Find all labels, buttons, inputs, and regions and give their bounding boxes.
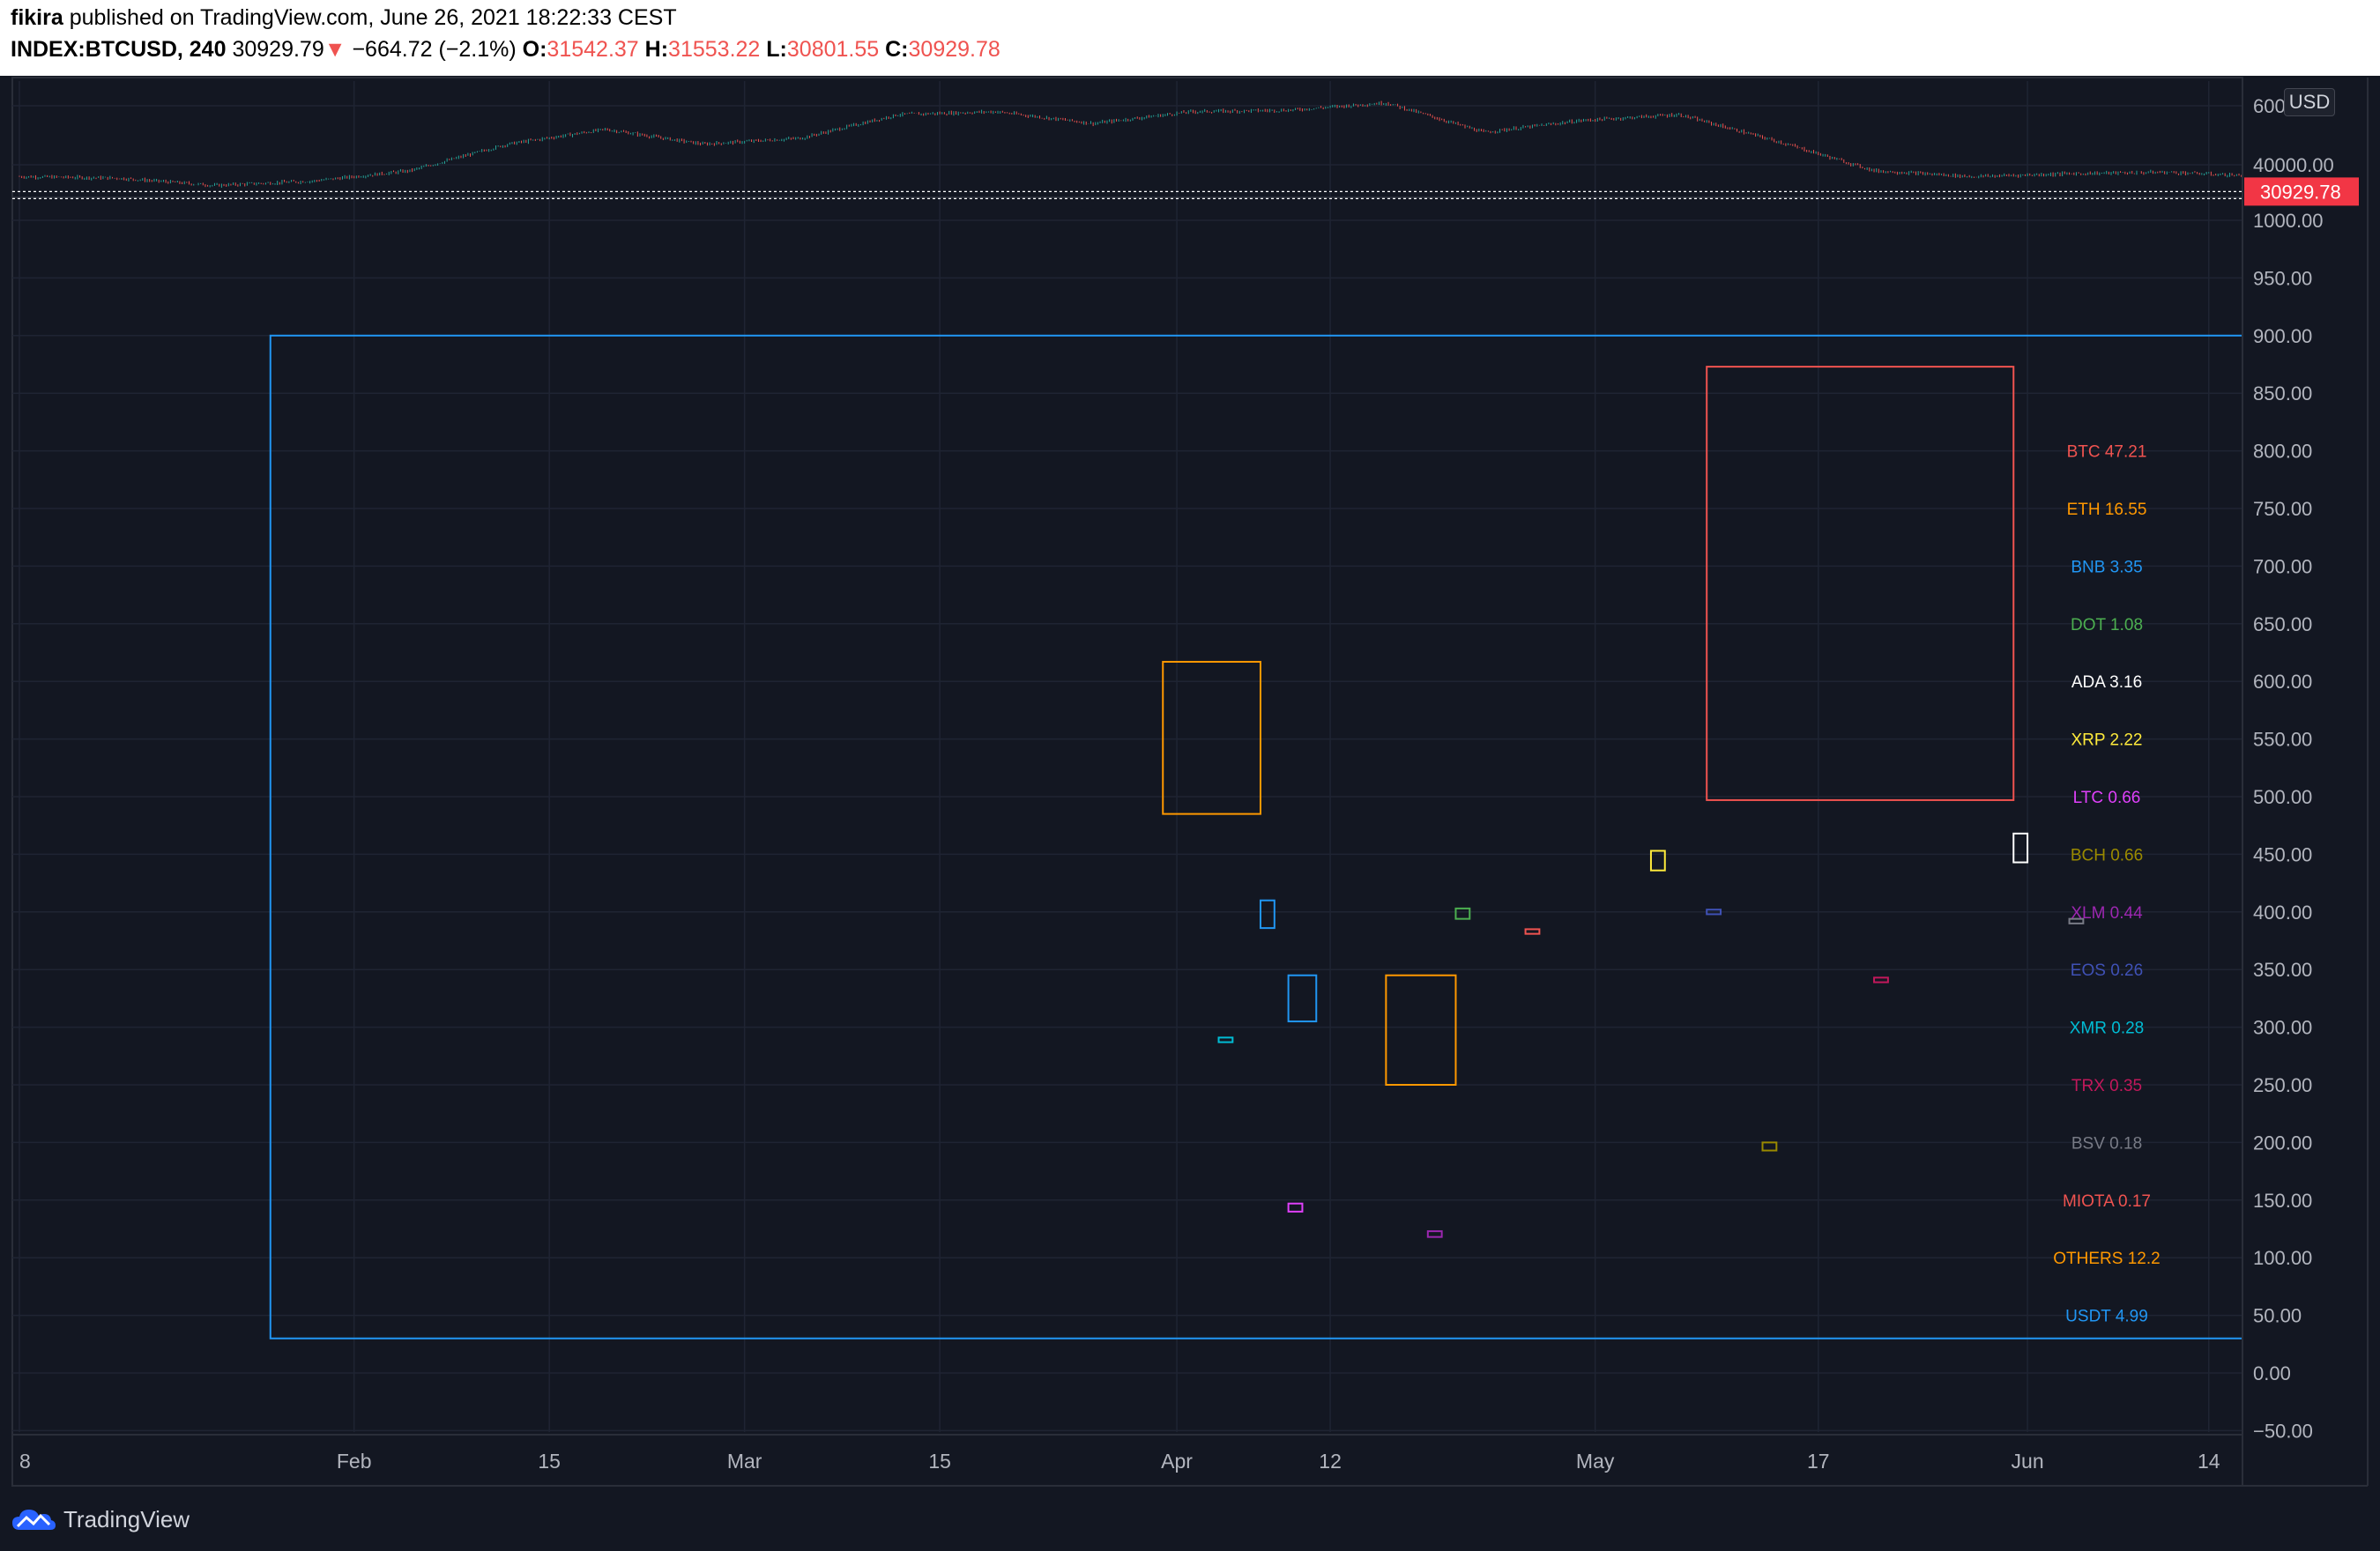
box-usdt[interactable] bbox=[1287, 974, 1318, 1023]
chart-border bbox=[11, 77, 2243, 1487]
y-tick-label: 300.00 bbox=[2253, 1017, 2312, 1039]
high-label: H: bbox=[644, 37, 669, 62]
y-tick-label: 900.00 bbox=[2253, 325, 2312, 347]
grid-lines bbox=[12, 81, 2242, 1432]
legend-label: ETH 16.55 bbox=[2067, 501, 2147, 519]
y-tick-label: −50.00 bbox=[2253, 1420, 2313, 1442]
box-trx[interactable] bbox=[1873, 976, 1889, 983]
box-eos[interactable] bbox=[1706, 909, 1722, 916]
legend-label: TRX 0.35 bbox=[2071, 1077, 2142, 1095]
x-tick-label: 14 bbox=[2198, 1450, 2220, 1473]
low-label: L: bbox=[766, 37, 787, 62]
legend-label: ADA 3.16 bbox=[2071, 673, 2142, 692]
box-xrp[interactable] bbox=[1649, 850, 1666, 872]
y-tick-label: 600.00 bbox=[2253, 671, 2312, 693]
price-series[interactable] bbox=[12, 100, 2363, 199]
legend-label: BNB 3.35 bbox=[2071, 558, 2142, 576]
x-tick-label: 8 bbox=[19, 1450, 31, 1473]
open-label: O: bbox=[522, 37, 547, 62]
legend-label: BTC 47.21 bbox=[2067, 443, 2147, 462]
y-tick-label: 550.00 bbox=[2253, 729, 2312, 751]
legend-label: OTHERS 12.2 bbox=[2053, 1250, 2160, 1268]
time-axis[interactable]: 8Feb15Mar15Apr12May17Jun14Jul bbox=[12, 78, 2380, 1487]
box-ltc[interactable] bbox=[1287, 1202, 1304, 1213]
legend-label: DOT 1.08 bbox=[2071, 616, 2143, 634]
price-change: −664.72 (−2.1%) bbox=[352, 37, 517, 62]
y-tick-label: 450.00 bbox=[2253, 843, 2312, 865]
x-tick-label: Mar bbox=[727, 1450, 762, 1473]
y-tick-label: 200.00 bbox=[2253, 1132, 2312, 1154]
y-tick-label: 400.00 bbox=[2253, 902, 2312, 924]
legend-label: XRP 2.22 bbox=[2071, 731, 2143, 750]
price-axis-bg bbox=[2242, 78, 2380, 1435]
dominance-boxes[interactable] bbox=[1162, 366, 2085, 1238]
legend-label: BCH 0.66 bbox=[2071, 846, 2143, 865]
ohlc-line: INDEX:BTCUSD, 240 30929.79▼ −664.72 (−2.… bbox=[11, 37, 1000, 63]
box-ada[interactable] bbox=[2012, 832, 2029, 864]
x-tick-label: Feb bbox=[337, 1450, 372, 1473]
y-tick-label: 250.00 bbox=[2253, 1074, 2312, 1096]
last-price-label: 30929.78 bbox=[2260, 181, 2341, 203]
dominance-legend: BTC 47.21 ETH 16.55 BNB 3.35 DOT 1.08 ADA 3.… bbox=[2053, 443, 2160, 1326]
author-name[interactable]: fikira bbox=[11, 5, 63, 30]
box-eth[interactable] bbox=[1162, 660, 1261, 815]
box-bnb[interactable] bbox=[1259, 899, 1276, 930]
box-bch[interactable] bbox=[1761, 1141, 1778, 1152]
y-tick-label: 150.00 bbox=[2253, 1190, 2312, 1212]
y-tick-label: 350.00 bbox=[2253, 959, 2312, 981]
legend-label: LTC 0.66 bbox=[2073, 789, 2141, 807]
box-dot[interactable] bbox=[1454, 907, 1471, 920]
footer bbox=[0, 1498, 2380, 1551]
publish-line: fikira published on TradingView.com, Jun… bbox=[11, 5, 677, 31]
legend-label: USDT 4.99 bbox=[2065, 1308, 2148, 1326]
x-tick-label: 15 bbox=[928, 1450, 951, 1473]
y-tick-label: 750.00 bbox=[2253, 498, 2312, 520]
price-tick-label: 40000.00 bbox=[2253, 154, 2334, 176]
chart-canvas[interactable]: BTC 47.21 ETH 16.55 BNB 3.35 DOT 1.08 ADA 3.… bbox=[0, 76, 2380, 1498]
last-price: 30929.79 bbox=[232, 37, 324, 62]
open-value: 31542.37 bbox=[547, 37, 639, 62]
box-miota[interactable] bbox=[1524, 928, 1541, 935]
last-price-badge bbox=[2244, 177, 2359, 206]
y-tick-label: 50.00 bbox=[2253, 1305, 2302, 1327]
publish-header: fikira published on TradingView.com, Jun… bbox=[0, 0, 2380, 76]
legend-label: BSV 0.18 bbox=[2071, 1134, 2142, 1153]
box-xmr[interactable] bbox=[1217, 1036, 1234, 1043]
x-tick-label: Apr bbox=[1161, 1450, 1193, 1473]
box-xlm[interactable] bbox=[1426, 1230, 1443, 1238]
symbol-label[interactable]: INDEX:BTCUSD, 240 bbox=[11, 37, 227, 62]
high-value: 31553.22 bbox=[668, 37, 761, 62]
y-tick-label: 700.00 bbox=[2253, 555, 2312, 577]
y-tick-label: 1000.00 bbox=[2253, 210, 2324, 232]
y-tick-label: 850.00 bbox=[2253, 382, 2312, 404]
box-btc[interactable] bbox=[1706, 366, 2015, 801]
brand-name: TradingView bbox=[63, 1505, 190, 1532]
low-value: 30801.55 bbox=[786, 37, 880, 62]
x-tick-label: 12 bbox=[1319, 1450, 1342, 1473]
published-text: published on TradingView.com, June 26, 2… bbox=[69, 5, 677, 30]
box-bsv[interactable] bbox=[2068, 917, 2085, 924]
box-others[interactable] bbox=[1385, 974, 1457, 1086]
legend-label: XMR 0.28 bbox=[2070, 1020, 2144, 1038]
y-tick-label: 500.00 bbox=[2253, 786, 2312, 808]
y-tick-label: 650.00 bbox=[2253, 613, 2312, 635]
x-tick-label: May bbox=[1576, 1450, 1615, 1473]
x-tick-label: 15 bbox=[538, 1450, 561, 1473]
x-tick-label: Jun bbox=[2012, 1450, 2044, 1473]
tradingview-logo[interactable]: TradingView bbox=[11, 1505, 190, 1533]
price-axis[interactable]: 1000.00 950.00 900.00 850.00 800.00 750.00 700… bbox=[2242, 78, 2380, 1486]
currency-badge[interactable]: USD bbox=[2284, 88, 2335, 116]
y-tick-label: 950.00 bbox=[2253, 267, 2312, 289]
x-tick-label: 17 bbox=[1807, 1450, 1830, 1473]
y-tick-label: 800.00 bbox=[2253, 441, 2312, 463]
close-label: C: bbox=[885, 37, 909, 62]
legend-label: MIOTA 0.17 bbox=[2063, 1192, 2151, 1211]
legend-label: EOS 0.26 bbox=[2071, 961, 2143, 980]
y-tick-label: 100.00 bbox=[2253, 1247, 2312, 1269]
down-arrow-icon: ▼ bbox=[324, 37, 346, 62]
y-tick-label: 0.00 bbox=[2253, 1362, 2291, 1384]
close-value: 30929.78 bbox=[908, 37, 1000, 62]
legend-label: XLM 0.44 bbox=[2071, 904, 2143, 923]
tradingview-cloud-icon bbox=[12, 1510, 56, 1530]
